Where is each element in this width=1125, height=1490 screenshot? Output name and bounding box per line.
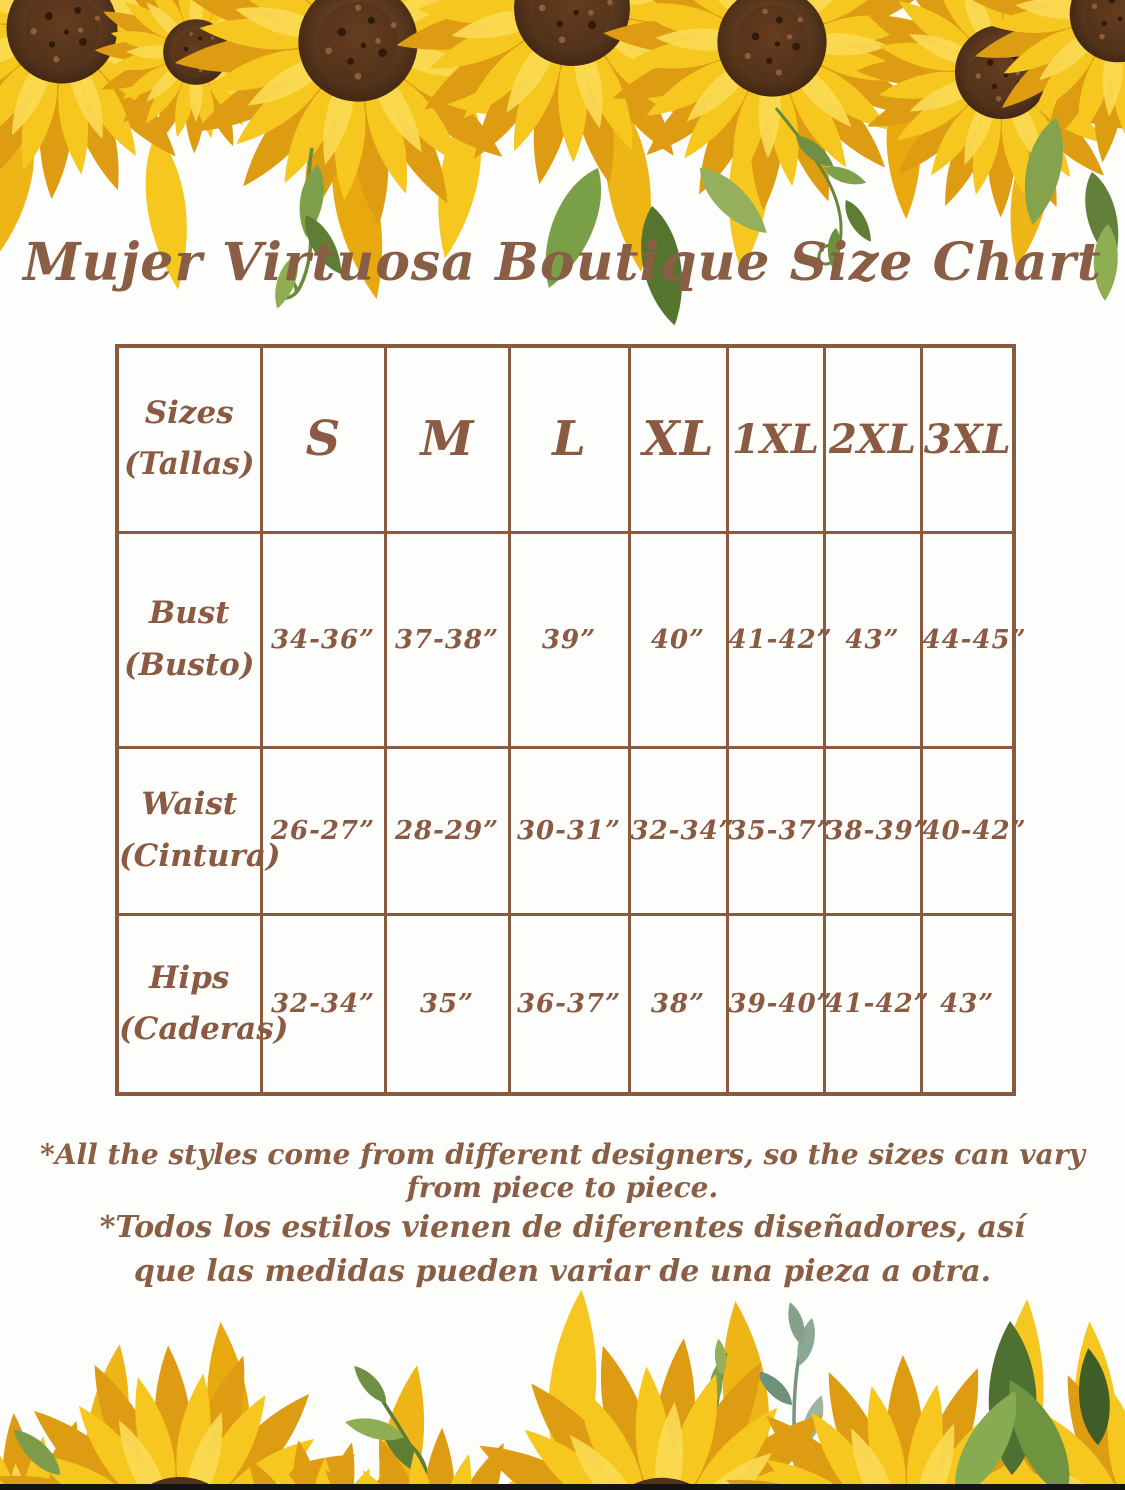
measurement-cell: 28-29”	[383, 745, 511, 916]
measurement-cell: 41-42”	[725, 530, 832, 749]
footnote-english: *All the styles come from different desi…	[40, 1138, 1085, 1204]
measurement-cell: 38-39”	[822, 745, 929, 916]
measurement-cell: 34-36”	[259, 530, 387, 749]
measurement-cell: 38”	[627, 912, 729, 1096]
waist-label-en: Waist	[141, 786, 238, 823]
footnote-spanish: *Todos los estilos vienen de diferentes …	[99, 1210, 1026, 1289]
sizes-header-cell: Sizes (Tallas)	[115, 344, 263, 534]
table-row: Hips (Caderas) 32-34” 35” 36-37” 38” 39-…	[115, 912, 1016, 1096]
bust-label-es: (Busto)	[123, 646, 255, 683]
bottom-edge-line	[0, 1484, 1125, 1490]
measurement-cell: 35”	[383, 912, 511, 1096]
measurement-cell: 26-27”	[259, 745, 387, 916]
measurement-cell: 30-31”	[507, 745, 631, 916]
measurement-cell: 39-40”	[725, 912, 832, 1096]
page-title: Mujer Virtuosa Boutique Size Chart	[23, 232, 1102, 293]
table-row: Waist (Cintura) 26-27” 28-29” 30-31” 32-…	[115, 745, 1026, 916]
sunflower-border-bottom-icon	[0, 1287, 1125, 1490]
measurement-cell: 43”	[919, 912, 1016, 1096]
measurement-cell: 36-37”	[507, 912, 631, 1096]
row-label-cell: Bust (Busto)	[115, 530, 263, 749]
measurement-cell: 44-45”	[919, 530, 1026, 749]
hips-label-en: Hips	[149, 959, 230, 996]
sizes-label-es: (Tallas)	[123, 446, 255, 483]
waist-label-es: (Cintura)	[119, 837, 281, 874]
sunflower-border-top-icon	[0, 0, 1125, 326]
measurement-cell: 35-37”	[725, 745, 832, 916]
size-column-header: S	[259, 344, 387, 534]
measurement-cell: 32-34”	[259, 912, 387, 1096]
size-column-header: M	[383, 344, 511, 534]
measurement-cell: 32-34”	[627, 745, 734, 916]
size-column-header: 2XL	[822, 344, 923, 534]
size-column-header: 1XL	[725, 344, 826, 534]
size-column-header: XL	[627, 344, 729, 534]
size-column-header: 3XL	[919, 344, 1016, 534]
sizes-label-en: Sizes	[144, 395, 234, 432]
measurement-cell: 40-42”	[919, 745, 1026, 916]
measurement-cell: 43”	[822, 530, 923, 749]
measurement-cell: 41-42”	[822, 912, 929, 1096]
bust-label-en: Bust	[148, 595, 230, 632]
measurement-cell: 40”	[627, 530, 729, 749]
row-label-cell: Waist (Cintura)	[115, 745, 281, 916]
measurement-cell: 37-38”	[383, 530, 511, 749]
table-row: Sizes (Tallas) S M L XL 1XL 2XL 3XL	[115, 344, 1016, 534]
size-chart-table: Sizes (Tallas) S M L XL 1XL 2XL 3XL Bust…	[115, 344, 1026, 1096]
table-row: Bust (Busto) 34-36” 37-38” 39” 40” 41-42…	[115, 530, 1026, 749]
hips-label-es: (Caderas)	[119, 1010, 289, 1047]
size-column-header: L	[507, 344, 631, 534]
row-label-cell: Hips (Caderas)	[115, 912, 289, 1096]
measurement-cell: 39”	[507, 530, 631, 749]
